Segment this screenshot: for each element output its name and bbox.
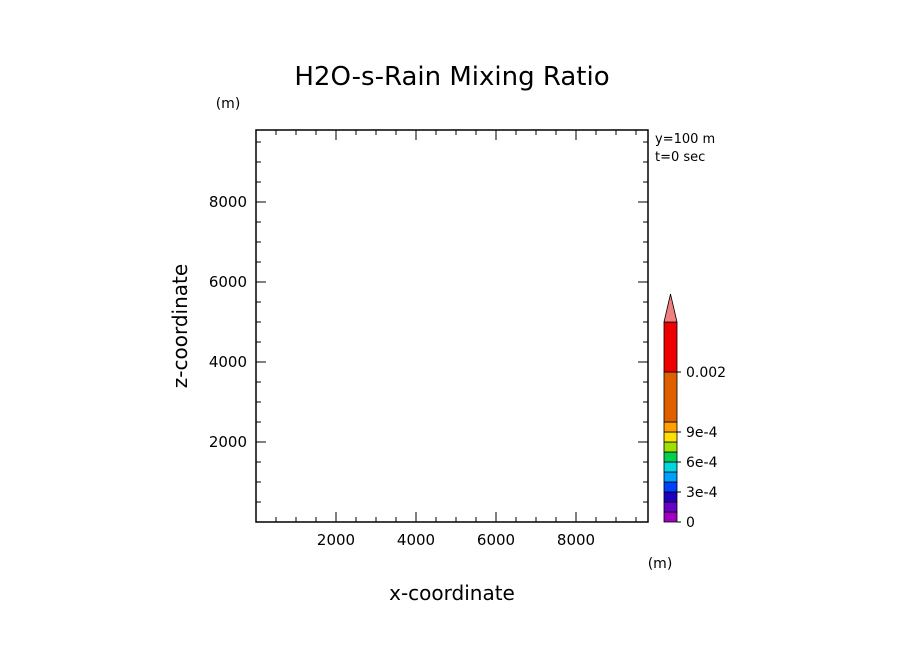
- x-tick-label: 2000: [317, 531, 355, 549]
- colorbar-tick-label: 6e-4: [686, 455, 718, 471]
- axis-ticks: [256, 130, 648, 522]
- y-tick-labels: 2000 4000 6000 8000: [209, 193, 247, 451]
- colorbar-extend-arrow: [663, 293, 678, 323]
- colorbar-tick-label: 3e-4: [686, 485, 718, 501]
- y-tick-label: 6000: [209, 273, 247, 291]
- chart-title: H2O-s-Rain Mixing Ratio: [294, 62, 609, 92]
- plot-frame: [255, 129, 649, 523]
- x-tick-label: 6000: [477, 531, 515, 549]
- colorbar-band: [663, 421, 678, 433]
- x-tick-labels: 2000 4000 6000 8000: [317, 531, 595, 549]
- y-tick-label: 2000: [209, 433, 247, 451]
- y-tick-label: 4000: [209, 353, 247, 371]
- colorbar-band: [663, 321, 678, 373]
- colorbar-band: [663, 511, 678, 523]
- x-tick-label: 4000: [397, 531, 435, 549]
- colorbar-tick-label: 0.002: [686, 365, 726, 381]
- colorbar-band: [663, 461, 678, 473]
- x-unit-label: (m): [648, 556, 673, 572]
- x-tick-label: 8000: [557, 531, 595, 549]
- colorbar-band: [663, 501, 678, 513]
- colorbar-tick-label: 0: [686, 515, 695, 531]
- colorbar-band: [663, 431, 678, 443]
- y-axis-label: z-coordinate: [168, 264, 192, 388]
- colorbar-band: [663, 481, 678, 493]
- plot-area: [255, 129, 649, 523]
- colorbar-band: [663, 451, 678, 463]
- annotation-time: t=0 sec: [655, 150, 705, 165]
- colorbar-band: [663, 441, 678, 453]
- colorbar-band: [663, 371, 678, 423]
- colorbar-band: [663, 491, 678, 503]
- colorbar-tick-label: 9e-4: [686, 425, 718, 441]
- colorbar-band: [663, 471, 678, 483]
- y-unit-label: (m): [216, 96, 241, 112]
- y-tick-label: 8000: [209, 193, 247, 211]
- colorbar: 0 3e-4 6e-4 9e-4 0.002: [663, 293, 726, 531]
- annotation-y-position: y=100 m: [655, 132, 715, 147]
- x-axis-label: x-coordinate: [389, 581, 515, 605]
